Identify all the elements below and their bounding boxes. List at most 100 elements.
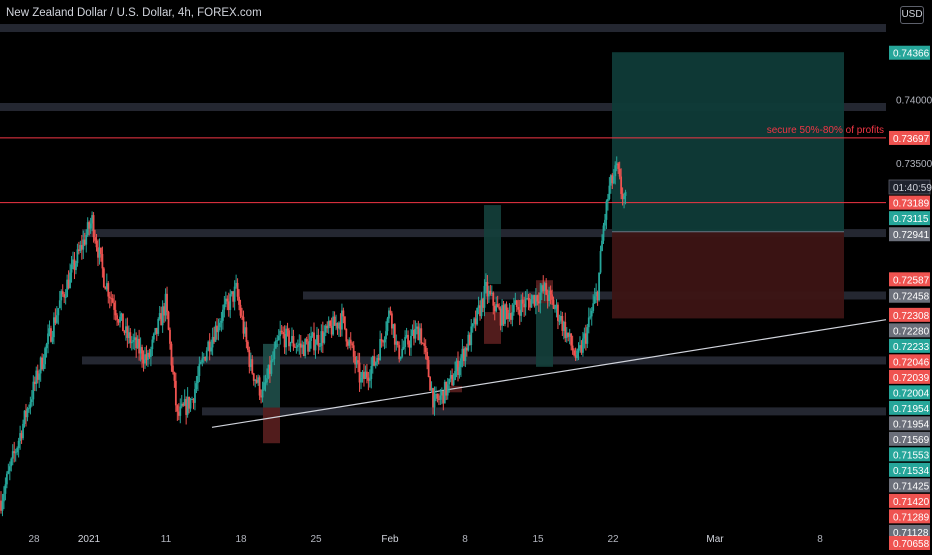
candle-body <box>611 175 614 184</box>
candle-body <box>107 283 110 297</box>
candle-body <box>464 347 467 362</box>
candle-body <box>495 304 498 312</box>
candle-body <box>617 163 620 169</box>
candle-body <box>417 326 420 341</box>
candle-body <box>58 300 61 309</box>
candle-body <box>540 285 543 293</box>
candle-body <box>10 458 13 467</box>
candle-body <box>239 304 242 316</box>
price-label: 0.71534 <box>893 466 930 477</box>
candle-body <box>232 291 235 302</box>
candle-body <box>45 344 48 349</box>
candle-body <box>507 309 509 319</box>
candle-body <box>493 305 496 312</box>
candle-body <box>505 304 508 310</box>
candle-body <box>555 304 558 309</box>
candle-body <box>440 390 443 396</box>
price-label-box <box>889 307 930 322</box>
candle-body <box>602 225 605 241</box>
position-stop-zone <box>612 231 844 319</box>
candle-body <box>517 307 520 310</box>
long-position-tool <box>612 52 844 319</box>
candle-body <box>620 176 623 194</box>
candle-body <box>512 304 515 313</box>
candle-body <box>596 291 599 301</box>
candle-body <box>145 354 148 360</box>
candle-body <box>51 337 54 342</box>
candle-body <box>609 175 612 186</box>
candle-body <box>332 316 335 335</box>
candle-body <box>39 357 42 374</box>
candle-body <box>586 327 589 344</box>
candle-body <box>514 300 517 305</box>
candle-body <box>318 345 321 347</box>
candle-body <box>108 296 111 299</box>
candle-body <box>357 360 359 363</box>
candle-body <box>48 328 51 334</box>
candle-body <box>368 379 371 381</box>
price-label-box <box>889 385 930 400</box>
candle-body <box>138 338 141 354</box>
currency-button[interactable]: USD <box>900 6 924 24</box>
candle-body <box>224 298 227 305</box>
price-label-box <box>889 431 930 446</box>
candle-body <box>448 378 451 385</box>
candle-body <box>3 493 5 502</box>
candle-body <box>371 356 374 366</box>
candle-body <box>293 346 296 348</box>
candle-body <box>558 320 561 322</box>
candle-body <box>77 249 80 251</box>
candle-body <box>85 234 88 245</box>
candle-body <box>510 313 512 320</box>
candle-body <box>161 306 164 326</box>
chart-title: New Zealand Dollar / U.S. Dollar, 4h, FO… <box>6 7 262 19</box>
candle-body <box>483 285 486 308</box>
candle-body <box>1 501 4 511</box>
candle-body <box>142 359 145 364</box>
x-tick-label: 25 <box>310 534 322 545</box>
candle-body <box>342 310 345 317</box>
price-label: 0.72280 <box>893 326 930 337</box>
candle-body <box>267 364 270 379</box>
candle-body <box>485 281 487 286</box>
price-label: 0.72587 <box>893 275 930 286</box>
candle-body <box>283 334 286 348</box>
sr-zone <box>82 356 886 365</box>
candle-body <box>589 316 592 318</box>
candle-body <box>452 379 455 386</box>
candle-body <box>289 342 292 347</box>
candle-body <box>44 348 46 365</box>
candle-body <box>470 326 473 346</box>
candle-body <box>346 341 349 346</box>
candle-body <box>101 253 104 269</box>
candle-body <box>571 345 574 351</box>
candle-body <box>614 165 617 177</box>
candle-body <box>296 345 299 347</box>
candle-body <box>432 388 434 408</box>
candle-body <box>377 358 380 361</box>
candle-body <box>4 484 7 494</box>
candle-body <box>473 318 476 324</box>
candle-body <box>489 290 492 294</box>
candle-body <box>490 292 493 294</box>
candle-body <box>454 371 456 380</box>
price-label: 0.72233 <box>893 342 930 353</box>
candle-body <box>261 389 264 398</box>
candle-body <box>23 410 26 424</box>
candle-body <box>79 245 82 251</box>
price-label: 0.71425 <box>893 481 930 492</box>
candle-body <box>439 395 442 400</box>
candle-body <box>451 374 454 386</box>
candle-body <box>114 309 117 316</box>
candle-body <box>576 350 578 359</box>
candle-body <box>144 354 146 364</box>
annotation-lines: secure 50%-80% of profits <box>0 125 887 428</box>
price-label: 0.72004 <box>893 388 930 399</box>
candle-body <box>41 357 44 370</box>
candle-body <box>499 308 502 326</box>
candle-body <box>186 396 189 415</box>
candle-body <box>14 452 17 454</box>
candle-body <box>28 408 30 410</box>
